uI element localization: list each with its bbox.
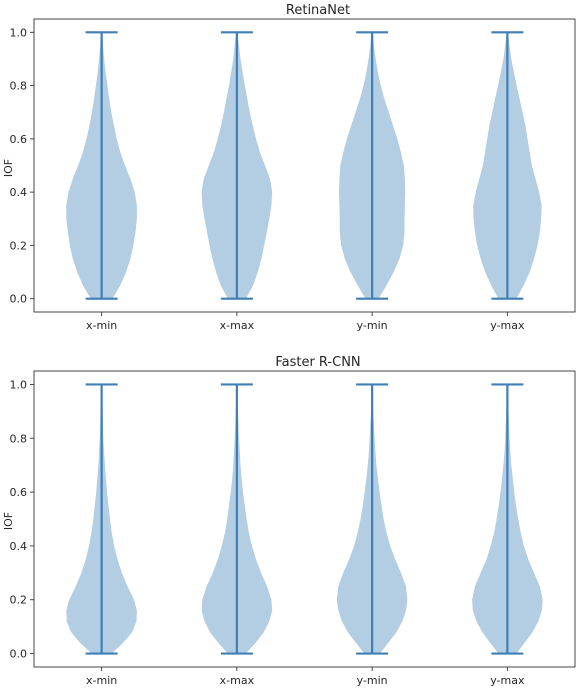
plot-area: 0.0 0.2 0.4 0.6 0.8 1.0 x-min x-max y-min y-max — [10, 26, 542, 332]
panel-retinanet: RetinaNet IOF 0.0 0.2 0.4 0.6 0.8 1.0 x-min x-m… — [2, 3, 576, 332]
x-tick-label: x-max — [220, 319, 255, 332]
y-tick-label: 0.2 — [10, 594, 28, 607]
y-tick-label: 0.0 — [10, 648, 28, 661]
x-tick-label: y-min — [357, 674, 388, 687]
y-tick-label: 0.0 — [10, 293, 28, 306]
x-tick-label: x-min — [86, 319, 117, 332]
y-tick-label: 0.2 — [10, 239, 28, 252]
y-tick-label: 0.6 — [10, 133, 28, 146]
y-axis-label: IOF — [2, 159, 15, 177]
x-tick-label: x-max — [220, 674, 255, 687]
y-tick-label: 0.8 — [10, 432, 28, 445]
x-tick-label: x-min — [86, 674, 117, 687]
y-tick-label: 1.0 — [10, 26, 28, 39]
x-tick-label: y-max — [490, 674, 525, 687]
x-tick-label: y-max — [490, 319, 525, 332]
y-tick-label: 0.4 — [10, 540, 28, 553]
y-tick-label: 1.0 — [10, 378, 28, 391]
y-tick-label: 0.4 — [10, 186, 28, 199]
y-tick-label: 0.6 — [10, 486, 28, 499]
chart-title: RetinaNet — [286, 3, 350, 18]
panel-faster-rcnn: Faster R-CNN IOF 0.0 0.2 0.4 0.6 0.8 1.0 x-min… — [2, 355, 576, 687]
axes-frame — [33, 18, 576, 313]
plot-area: 0.0 0.2 0.4 0.6 0.8 1.0 x-min x-max y-min y-max — [10, 378, 543, 687]
y-axis-label: IOF — [2, 512, 15, 530]
y-tick-label: 0.8 — [10, 80, 28, 93]
x-tick-label: y-min — [357, 319, 388, 332]
axes-frame — [33, 370, 576, 668]
chart-title: Faster R-CNN — [275, 355, 360, 370]
